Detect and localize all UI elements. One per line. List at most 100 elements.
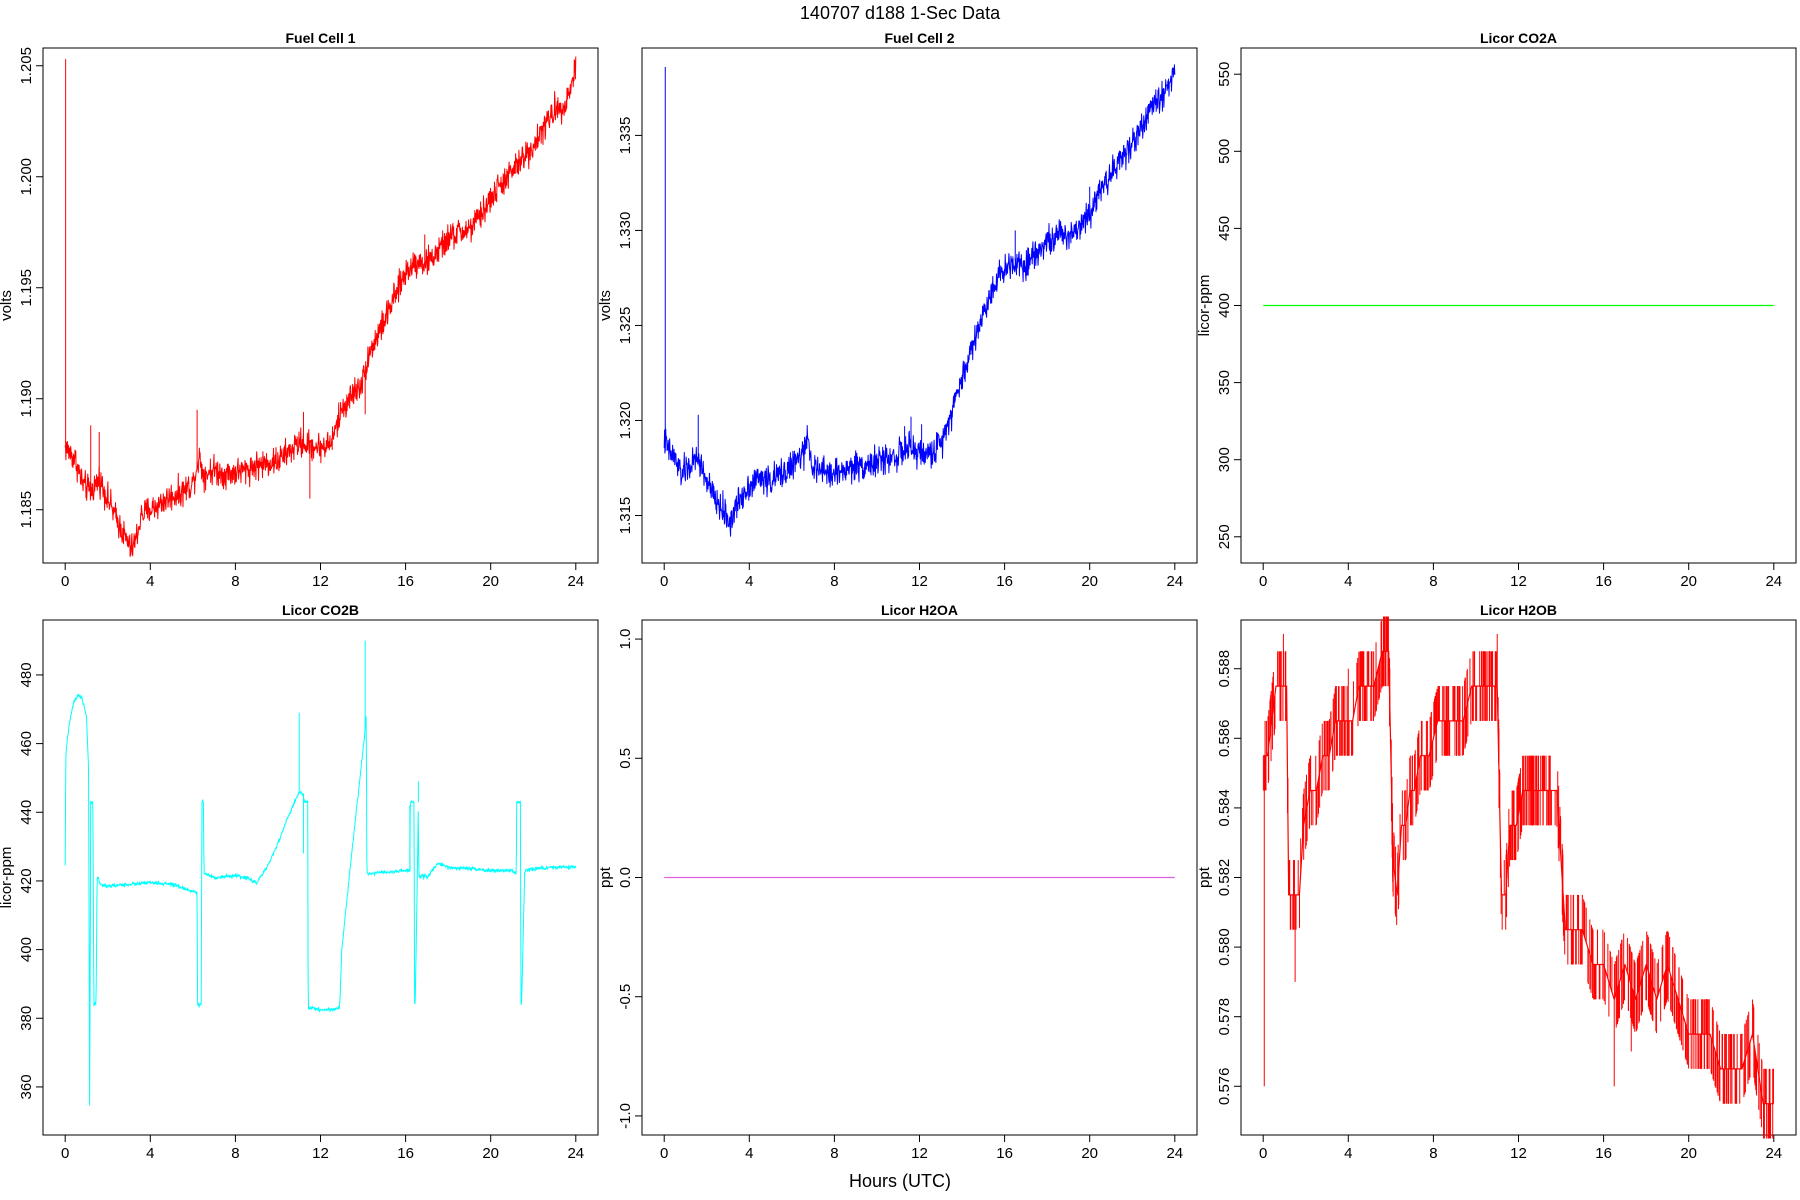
x-tick-label: 8 (830, 573, 838, 590)
y-tick-label: 550 (1216, 62, 1233, 87)
y-tick-label: 1.330 (617, 212, 634, 250)
x-tick-label: 12 (1510, 1145, 1527, 1162)
panel-title: Licor CO2B (282, 602, 359, 618)
x-tick-label: 16 (1595, 1145, 1612, 1162)
panel-title: Licor CO2A (1480, 30, 1557, 46)
y-tick-label: 1.205 (18, 47, 35, 85)
x-tick-label: 16 (397, 1145, 414, 1162)
y-tick-label: 480 (18, 662, 35, 687)
x-tick-label: 8 (1429, 1145, 1437, 1162)
y-axis-label: ppt (1196, 866, 1213, 888)
y-tick-label: 0.586 (1216, 720, 1233, 758)
y-tick-label: -0.5 (617, 984, 634, 1010)
y-tick-label: 0.0 (617, 867, 634, 888)
y-axis: 0.576 0.578 0.580 0.582 0.584 0.586 0.588 (1216, 650, 1241, 1105)
panel-title: Fuel Cell 2 (884, 30, 954, 46)
x-tick-label: 8 (231, 573, 239, 590)
x-tick-label: 24 (1765, 1145, 1782, 1162)
figure-x-label: Hours (UTC) (849, 1171, 951, 1191)
plot-frame (42, 619, 599, 1136)
x-tick-label: 20 (482, 573, 499, 590)
y-axis-label: volts (597, 290, 614, 321)
y-tick-label: 0.576 (1216, 1068, 1233, 1106)
figure-title: 140707 d188 1-Sec Data (800, 3, 1001, 23)
y-tick-label: 0.584 (1216, 789, 1233, 827)
y-tick-label: 360 (18, 1074, 35, 1099)
x-tick-label: 20 (1081, 1145, 1098, 1162)
x-tick-label: 0 (1259, 573, 1267, 590)
x-axis: 0 4 8 12 16 20 24 (660, 1135, 1183, 1162)
x-tick-label: 4 (146, 573, 154, 590)
y-axis-label: ppt (597, 866, 614, 888)
x-axis: 0 4 8 12 16 20 24 (660, 563, 1183, 590)
x-tick-label: 16 (397, 573, 414, 590)
x-tick-label: 4 (146, 1145, 154, 1162)
panel-title: Licor H2OA (881, 602, 958, 618)
y-tick-label: 1.200 (18, 158, 35, 196)
y-tick-label: 1.320 (617, 402, 634, 440)
y-tick-label: 250 (1216, 524, 1233, 549)
x-axis: 0 4 8 12 16 20 24 (61, 563, 584, 590)
x-tick-label: 0 (660, 573, 668, 590)
x-tick-label: 4 (745, 1145, 753, 1162)
y-tick-label: 0.582 (1216, 859, 1233, 897)
x-tick-label: 0 (660, 1145, 668, 1162)
y-axis: -1.0 -0.5 0.0 0.5 1.0 (617, 629, 642, 1129)
x-tick-label: 16 (996, 573, 1013, 590)
panel-title: Fuel Cell 1 (285, 30, 355, 46)
y-tick-label: 450 (1216, 216, 1233, 241)
x-tick-label: 20 (1680, 573, 1697, 590)
x-tick-label: 12 (911, 1145, 928, 1162)
y-axis: 250 300 350 400 450 500 550 (1216, 62, 1241, 549)
y-tick-label: 1.0 (617, 629, 634, 650)
y-tick-label: 400 (18, 937, 35, 962)
y-tick-label: 1.190 (18, 380, 35, 418)
series-line (64, 693, 577, 1106)
y-tick-label: 350 (1216, 370, 1233, 395)
y-axis-label: licor-ppm (0, 847, 15, 909)
y-tick-label: 0.588 (1216, 650, 1233, 688)
y-axis-label: licor-ppm (1196, 275, 1213, 337)
x-tick-label: 12 (312, 573, 329, 590)
y-tick-label: 400 (1216, 293, 1233, 318)
x-tick-label: 20 (1081, 573, 1098, 590)
y-tick-label: 380 (18, 1006, 35, 1031)
x-axis: 0 4 8 12 16 20 24 (1259, 563, 1782, 590)
x-tick-label: 20 (482, 1145, 499, 1162)
y-tick-label: 1.335 (617, 117, 634, 155)
panel-4: Licor CO2B licor-ppm 0 4 8 12 16 20 24 360 380 400 4… (0, 602, 599, 1162)
y-axis: 1.315 1.320 1.325 1.330 1.335 (617, 117, 642, 534)
y-tick-label: 0.5 (617, 748, 634, 769)
x-tick-label: 8 (830, 1145, 838, 1162)
x-tick-label: 4 (1344, 1145, 1352, 1162)
x-tick-label: 8 (231, 1145, 239, 1162)
y-tick-label: 0.578 (1216, 998, 1233, 1036)
x-tick-label: 24 (1166, 1145, 1183, 1162)
y-tick-label: 420 (18, 868, 35, 893)
plot-frame (641, 47, 1198, 564)
x-tick-label: 24 (1765, 573, 1782, 590)
x-tick-label: 16 (1595, 573, 1612, 590)
x-tick-label: 24 (1166, 573, 1183, 590)
x-tick-label: 20 (1680, 1145, 1697, 1162)
y-axis: 360 380 400 420 440 460 480 (18, 662, 43, 1099)
y-tick-label: 1.195 (18, 269, 35, 307)
panel-5: Licor H2OA ppt 0 4 8 12 16 20 24 -1.0 -0.5 0.0 0.5 1.… (597, 602, 1198, 1162)
y-tick-label: 500 (1216, 139, 1233, 164)
x-tick-label: 12 (312, 1145, 329, 1162)
y-tick-label: 0.580 (1216, 928, 1233, 966)
y-tick-label: 300 (1216, 447, 1233, 472)
x-axis: 0 4 8 12 16 20 24 (61, 1135, 584, 1162)
y-tick-label: 1.325 (617, 307, 634, 345)
series-line (663, 64, 1176, 537)
y-axis-label: volts (0, 290, 15, 321)
x-axis: 0 4 8 12 16 20 24 (1259, 1135, 1782, 1162)
x-tick-label: 0 (61, 573, 69, 590)
y-axis: 1.185 1.190 1.195 1.200 1.205 (18, 47, 43, 529)
y-tick-label: 1.185 (18, 491, 35, 529)
x-tick-label: 16 (996, 1145, 1013, 1162)
x-tick-label: 4 (745, 573, 753, 590)
